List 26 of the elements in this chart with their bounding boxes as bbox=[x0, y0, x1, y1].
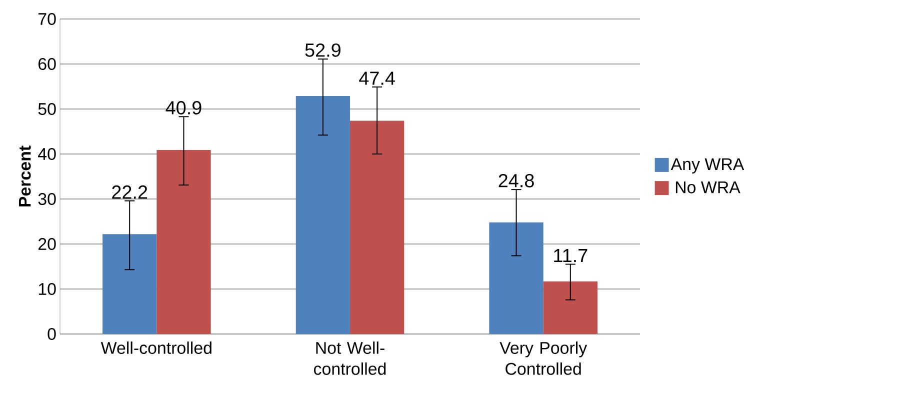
x-tick-label: Not Well-controlled bbox=[314, 342, 386, 375]
legend-label: Any WRA bbox=[670, 158, 744, 174]
bar bbox=[102, 234, 157, 334]
data-label: 22.2 bbox=[112, 185, 148, 199]
bar bbox=[350, 120, 404, 334]
data-label: 24.8 bbox=[498, 174, 534, 188]
data-label: 47.4 bbox=[359, 72, 395, 85]
y-axis-title: Percent bbox=[18, 146, 31, 206]
y-tick-label: 30 bbox=[38, 193, 56, 206]
bar bbox=[543, 281, 598, 334]
y-tick-label: 20 bbox=[38, 238, 56, 250]
y-tick-label: 70 bbox=[38, 13, 56, 26]
y-tick-label: 50 bbox=[38, 103, 56, 116]
legend-label: No WRA bbox=[676, 181, 740, 194]
bar bbox=[296, 96, 350, 334]
y-tick-label: 40 bbox=[38, 148, 56, 160]
bar bbox=[489, 222, 544, 334]
data-label: 40.9 bbox=[166, 101, 202, 114]
bar bbox=[156, 150, 211, 334]
y-tick-label: 10 bbox=[38, 283, 56, 295]
data-label: 11.7 bbox=[554, 249, 588, 262]
y-tick-label: 0 bbox=[48, 328, 56, 340]
x-tick-label: Well-controlled bbox=[100, 342, 212, 354]
x-tick-label: Very Poorly Controlled bbox=[500, 342, 588, 375]
data-label: 52.9 bbox=[305, 43, 340, 57]
y-tick-label: 60 bbox=[38, 58, 56, 70]
